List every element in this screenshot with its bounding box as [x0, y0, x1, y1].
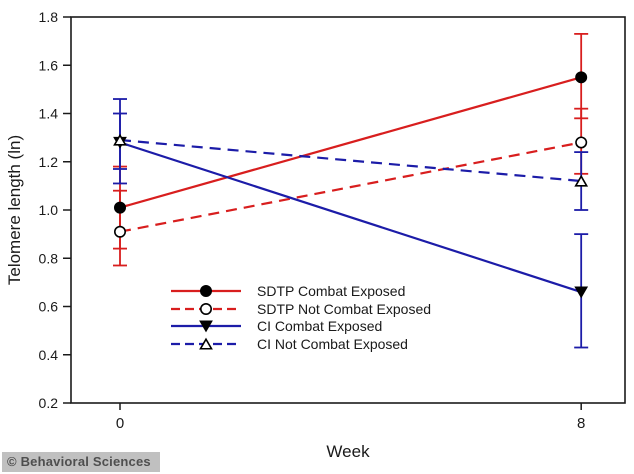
- data-point-marker: [199, 320, 213, 333]
- data-point-marker: [575, 136, 588, 149]
- legend-item: SDTP Combat Exposed: [170, 282, 431, 300]
- legend-swatch-dashed-line: [171, 337, 241, 350]
- y-tick-label: 1.6: [39, 57, 59, 73]
- legend-label: CI Combat Exposed: [257, 318, 383, 335]
- legend-swatch-dashed-line: [171, 302, 241, 315]
- legend-swatch-solid-line: [171, 284, 241, 297]
- data-point-marker: [574, 286, 589, 299]
- data-point-marker: [113, 133, 127, 146]
- data-point-marker: [114, 225, 127, 238]
- legend-label: SDTP Combat Exposed: [257, 282, 406, 299]
- data-point-marker: [574, 174, 589, 187]
- data-point-marker: [199, 337, 213, 350]
- legend-swatch-solid-line: [171, 320, 241, 333]
- series-line: [119, 138, 582, 183]
- x-tick-label: 0: [116, 415, 124, 432]
- legend-label: CI Not Combat Exposed: [257, 335, 408, 352]
- y-tick-label: 1.4: [39, 106, 59, 122]
- series-line: [119, 141, 582, 233]
- y-tick-label: 0.4: [39, 347, 59, 363]
- data-point-marker: [199, 284, 212, 297]
- y-tick-label: 0.8: [39, 250, 59, 266]
- series-line: [119, 141, 582, 294]
- data-point-marker: [199, 302, 212, 315]
- y-axis-label: Telomere length (ln): [5, 134, 24, 286]
- legend-item: SDTP Not Combat Exposed: [170, 300, 431, 318]
- series-line: [119, 76, 582, 209]
- y-tick-label: 1.0: [39, 202, 59, 218]
- watermark-badge: © Behavioral Sciences: [2, 452, 160, 472]
- y-tick-label: 0.6: [39, 299, 59, 315]
- data-point-marker: [114, 201, 127, 214]
- legend-label: SDTP Not Combat Exposed: [257, 300, 432, 317]
- legend-item: CI Not Combat Exposed: [170, 335, 431, 353]
- y-tick-label: 1.2: [39, 154, 59, 170]
- y-tick-label: 1.8: [39, 9, 59, 25]
- x-tick-label: 8: [577, 415, 585, 432]
- x-axis-label: Week: [326, 442, 370, 461]
- legend: SDTP Combat Exposed SDTP Not Combat Expos…: [170, 282, 431, 353]
- data-point-marker: [575, 71, 588, 84]
- y-tick-label: 0.2: [39, 395, 59, 411]
- legend-item: CI Combat Exposed: [170, 317, 431, 335]
